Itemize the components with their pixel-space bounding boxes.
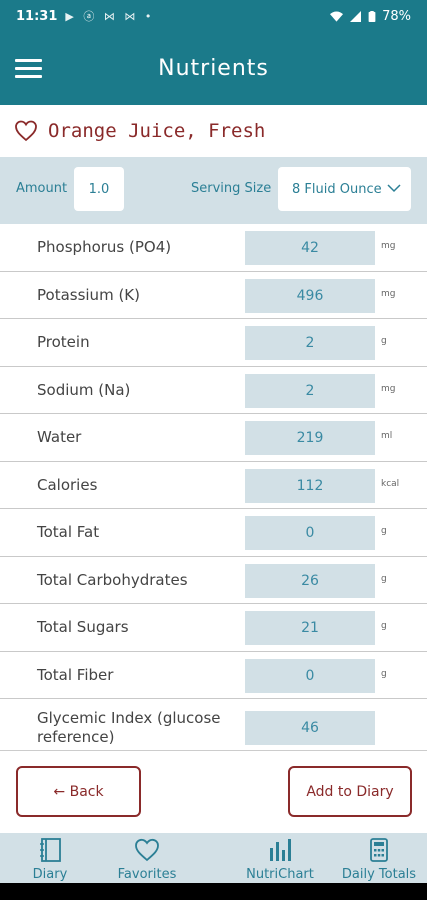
nutrient-row: Total Sugars g [0, 604, 427, 652]
nav-item-nutrichart[interactable]: NutriChart [244, 833, 316, 883]
battery-icon [368, 10, 376, 22]
nav-item-daily-totals[interactable]: Daily Totals [338, 833, 420, 883]
divider [0, 750, 427, 751]
nutrient-name: Total Sugars [37, 618, 129, 636]
notification-icons: ▶ ⓐ ⋈ ⋈ • [65, 10, 155, 23]
amount-label: Amount [16, 181, 68, 196]
nutrient-unit: mg [381, 241, 396, 251]
nutrient-name: Potassium (K) [37, 285, 140, 304]
nutrient-row: Calories kcal [0, 462, 427, 509]
action-bar: ← Back Add to Diary [0, 751, 427, 833]
status-right: 78% [330, 9, 411, 24]
add-to-diary-button[interactable]: Add to Diary [288, 766, 412, 817]
nutrient-unit: g [381, 621, 387, 631]
diary-icon [40, 838, 61, 862]
bar-chart-icon [270, 839, 291, 861]
nutrient-unit: g [381, 668, 387, 679]
serving-size-select[interactable]: 8 Fluid Ounce [278, 167, 411, 211]
serving-size-value: 8 Fluid Ounce [292, 181, 382, 197]
nutrient-name: Calories [37, 475, 98, 494]
nutrient-value[interactable] [245, 711, 375, 745]
nutrient-unit: mg [381, 288, 396, 299]
serving-size-label: Serving Size [191, 181, 272, 196]
system-nav-bar [0, 883, 427, 900]
nutrient-value[interactable] [245, 658, 375, 693]
nutrient-unit: g [381, 336, 387, 346]
amount-input[interactable] [74, 167, 124, 211]
nutrient-row: Total Fiber g [0, 652, 427, 699]
nutrient-value[interactable] [245, 326, 375, 360]
nutrient-row: Sodium (Na) mg [0, 367, 427, 414]
chevron-down-icon [387, 184, 401, 193]
nutrient-name: Total Fat [37, 523, 100, 541]
heart-icon [135, 838, 159, 862]
nutrient-row: Total Fat g [0, 509, 427, 557]
nutrient-list[interactable]: Phosphorus (PO4) mg Potassium (K) mg Pro… [0, 224, 427, 750]
nutrient-unit: g [381, 526, 387, 536]
nutrient-name: Total Fiber [37, 665, 114, 684]
nutrient-name: Total Carbohydrates [37, 570, 188, 589]
nutrient-value[interactable] [245, 611, 375, 645]
nutrient-row: Phosphorus (PO4) mg [0, 224, 427, 272]
back-button[interactable]: ← Back [16, 766, 141, 817]
bottom-nav: Diary Favorites NutriChart [0, 833, 427, 883]
nav-label: Favorites [117, 867, 177, 882]
nutrient-name: Water [37, 428, 82, 446]
nutrient-name: Protein [37, 333, 90, 351]
status-bar: 11:31 ▶ ⓐ ⋈ ⋈ • 78% [0, 0, 427, 32]
nutrient-row: Water ml [0, 414, 427, 462]
nutrient-name: Sodium (Na) [37, 380, 131, 399]
app-bar: Nutrients [0, 32, 427, 105]
nutrient-value[interactable] [245, 563, 375, 598]
nav-label: Diary [32, 867, 68, 882]
status-time: 11:31 [16, 8, 58, 24]
menu-icon[interactable] [14, 57, 44, 81]
nav-label: Daily Totals [341, 867, 417, 882]
signal-icon [350, 10, 362, 22]
nutrient-unit: g [381, 573, 387, 584]
nutrient-value[interactable] [245, 231, 375, 265]
food-name: Orange Juice, Fresh [48, 120, 266, 142]
nav-item-favorites[interactable]: Favorites [112, 833, 182, 883]
food-header: Orange Juice, Fresh [0, 105, 427, 157]
nutrient-value[interactable] [245, 421, 375, 455]
nav-item-diary[interactable]: Diary [22, 833, 78, 883]
nutrient-unit: ml [381, 431, 393, 441]
nutrient-value[interactable] [245, 373, 375, 408]
nutrient-unit: kcal [381, 478, 400, 489]
nutrient-value[interactable] [245, 516, 375, 550]
battery-percent: 78% [382, 8, 411, 24]
nutrient-value[interactable] [245, 468, 375, 503]
nutrient-row: Total Carbohydrates g [0, 557, 427, 604]
wifi-icon [330, 11, 344, 22]
nutrient-name: Phosphorus (PO4) [37, 238, 172, 256]
calculator-icon [370, 838, 388, 862]
nutrient-row: Glycemic Index (glucose reference) [0, 699, 427, 750]
amount-bar: Amount Serving Size 8 Fluid Ounce [0, 157, 427, 224]
nutrient-row: Potassium (K) mg [0, 272, 427, 319]
nutrient-value[interactable] [245, 278, 375, 313]
nav-label: NutriChart [246, 867, 314, 882]
nutrient-unit: mg [381, 383, 396, 394]
nutrient-name: Glycemic Index (glucose reference) [37, 709, 221, 746]
nutrient-row: Protein g [0, 319, 427, 367]
heart-icon[interactable] [14, 119, 38, 143]
page-title: Nutrients [158, 56, 269, 81]
